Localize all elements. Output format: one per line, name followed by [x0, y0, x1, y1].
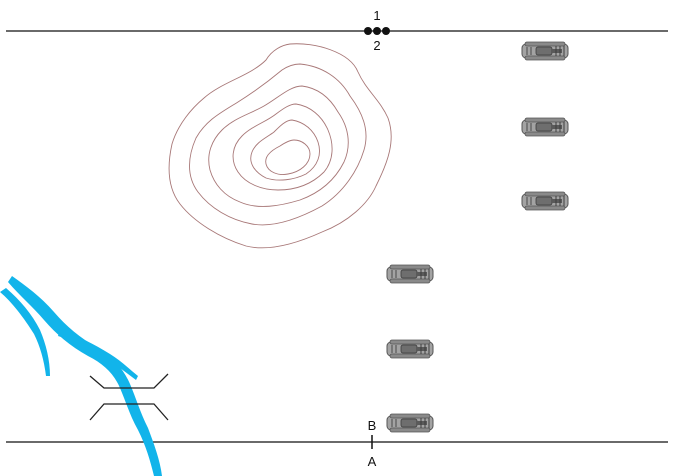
hill-contour-5	[250, 119, 320, 181]
river-tributary	[58, 330, 138, 380]
river-branch	[0, 288, 50, 376]
unit-tank-2[interactable]	[521, 117, 569, 137]
unit-tank-1[interactable]	[521, 41, 569, 61]
unit-tank-5[interactable]	[386, 339, 434, 359]
hill-contour-6	[265, 139, 311, 175]
hill-contour-3	[208, 85, 349, 207]
hill-contour-group	[168, 43, 392, 249]
river	[8, 276, 162, 476]
tank-icon	[386, 413, 434, 433]
tank-icon	[521, 191, 569, 211]
unit-tank-6[interactable]	[386, 413, 434, 433]
top-label-below: 2	[373, 38, 380, 53]
tank-icon	[521, 41, 569, 61]
bottom-label-above: B	[368, 418, 377, 433]
top-label-above: 1	[373, 8, 380, 23]
bridge-icon	[89, 373, 169, 421]
bottom-label-below: A	[368, 454, 377, 469]
unit-tank-4[interactable]	[386, 264, 434, 284]
unit-tank-3[interactable]	[521, 191, 569, 211]
top-three-dot-marker	[364, 27, 390, 35]
tank-icon	[521, 117, 569, 137]
hill-contour-2	[189, 63, 367, 226]
hill-contour-1	[168, 43, 392, 249]
hill-contour-4	[232, 103, 333, 191]
tank-icon	[386, 264, 434, 284]
tank-icon	[386, 339, 434, 359]
